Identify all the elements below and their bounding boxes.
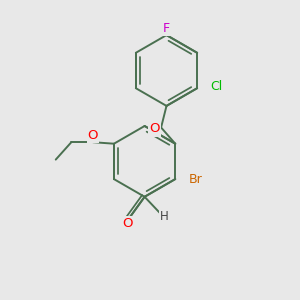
Text: Br: Br — [189, 172, 202, 186]
Text: F: F — [163, 22, 170, 35]
Text: H: H — [160, 210, 169, 223]
Text: O: O — [88, 129, 98, 142]
Text: O: O — [122, 217, 133, 230]
Text: O: O — [149, 122, 160, 136]
Text: Cl: Cl — [210, 80, 222, 93]
